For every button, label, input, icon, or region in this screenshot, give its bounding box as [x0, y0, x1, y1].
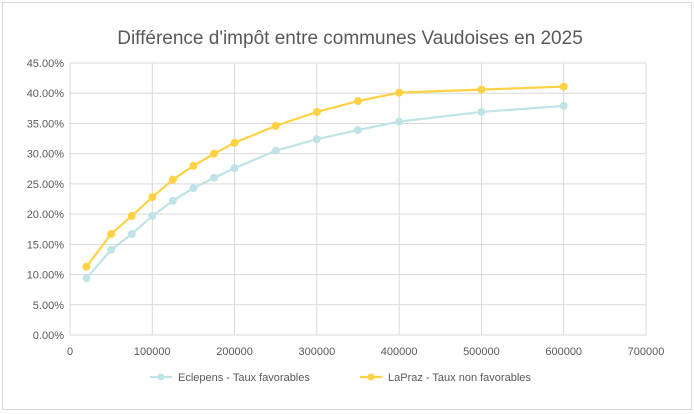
- data-point: [107, 245, 116, 254]
- data-point: [210, 149, 218, 158]
- legend-label: Eclepens - Taux favorables: [178, 372, 310, 384]
- legend-marker: [367, 373, 375, 381]
- data-point: [127, 230, 136, 239]
- data-point: [148, 211, 157, 220]
- x-tick-label: 500000: [463, 346, 500, 358]
- data-point: [271, 146, 280, 155]
- data-point: [82, 262, 91, 271]
- data-point: [82, 274, 91, 283]
- y-tick-label: 10.00%: [27, 270, 65, 282]
- data-point: [395, 88, 404, 97]
- x-tick-label: 600000: [545, 346, 582, 358]
- data-point: [230, 164, 239, 173]
- chart-title: Différence d'impôt entre communes Vaudoi…: [117, 28, 583, 49]
- y-tick-label: 15.00%: [27, 239, 65, 251]
- data-point: [148, 193, 157, 202]
- x-tick-label: 0: [67, 346, 73, 358]
- x-tick-label: 300000: [298, 346, 335, 358]
- data-point: [168, 196, 177, 205]
- data-point: [230, 138, 239, 147]
- data-point: [189, 184, 198, 193]
- data-point: [189, 161, 198, 170]
- y-tick-label: 35.00%: [27, 118, 65, 130]
- x-tick-label: 400000: [381, 346, 418, 358]
- y-tick-label: 20.00%: [27, 209, 65, 221]
- data-point: [354, 97, 362, 106]
- y-tick-label: 30.00%: [27, 149, 65, 161]
- data-point: [168, 175, 177, 184]
- data-point: [559, 82, 568, 91]
- data-point: [477, 85, 486, 94]
- data-point: [354, 126, 362, 135]
- series-line-0: [85, 104, 564, 279]
- y-tick-label: 40.00%: [27, 88, 65, 100]
- y-tick-label: 25.00%: [27, 179, 65, 191]
- y-tick-label: 45.00%: [27, 58, 65, 70]
- data-point: [395, 117, 404, 126]
- y-tick-label: 5.00%: [33, 300, 64, 312]
- legend-marker: [157, 373, 165, 381]
- data-point: [210, 173, 218, 182]
- data-point: [312, 107, 321, 116]
- x-tick-label: 200000: [216, 346, 253, 358]
- x-tick-label: 700000: [628, 346, 665, 358]
- data-point: [127, 211, 136, 220]
- data-point: [271, 121, 280, 130]
- data-point: [559, 101, 568, 110]
- y-tick-label: 0.00%: [33, 330, 64, 342]
- data-point: [477, 107, 486, 116]
- data-point: [312, 135, 321, 144]
- legend-label: LaPraz - Taux non favorables: [388, 372, 531, 384]
- x-tick-label: 100000: [134, 346, 171, 358]
- series-line-1: [85, 85, 564, 268]
- data-point: [107, 230, 116, 239]
- chart-border: [2, 2, 692, 410]
